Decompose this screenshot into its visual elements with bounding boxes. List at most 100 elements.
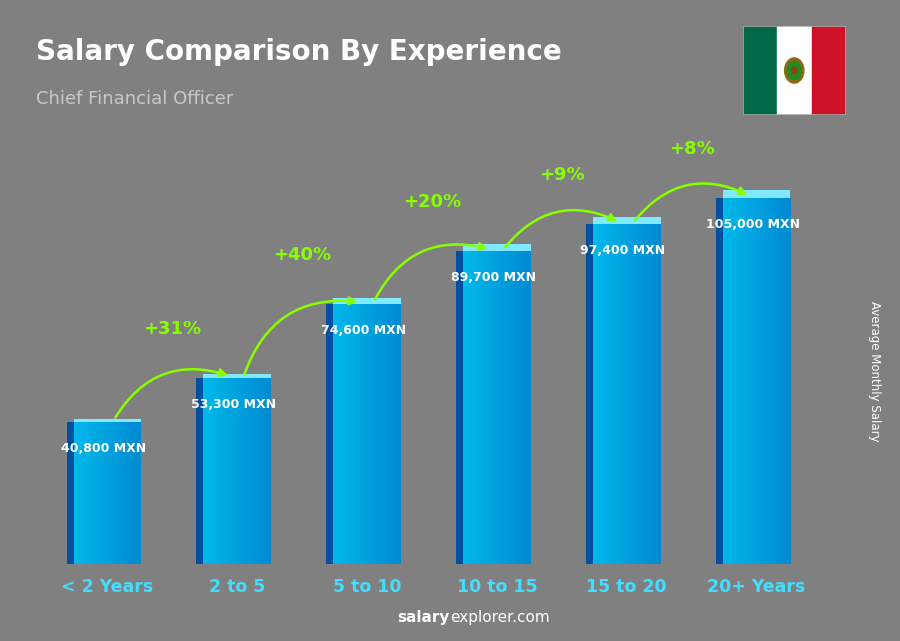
Bar [109, 422, 110, 564]
Bar [733, 198, 734, 564]
Bar [252, 378, 253, 564]
Bar [87, 422, 88, 564]
Bar [136, 422, 137, 564]
Bar [620, 224, 621, 564]
Bar [626, 224, 627, 564]
Bar [762, 198, 763, 564]
Bar [464, 244, 531, 251]
Bar [611, 224, 612, 564]
Bar [642, 224, 643, 564]
Bar [779, 198, 780, 564]
Bar [500, 251, 501, 564]
Bar [390, 304, 391, 564]
Bar [82, 422, 83, 564]
Bar [79, 422, 81, 564]
Bar [346, 304, 348, 564]
Bar [222, 378, 224, 564]
Bar [374, 304, 375, 564]
Bar [248, 378, 250, 564]
Text: 89,700 MXN: 89,700 MXN [451, 271, 536, 285]
Bar [595, 224, 597, 564]
Bar [514, 251, 515, 564]
Bar [261, 378, 262, 564]
Bar [134, 422, 136, 564]
Bar [123, 422, 124, 564]
Bar [350, 304, 352, 564]
Bar [342, 304, 344, 564]
Bar [114, 422, 115, 564]
Bar [778, 198, 779, 564]
Bar [245, 378, 247, 564]
Bar [622, 224, 624, 564]
Bar [716, 198, 723, 564]
Bar [129, 422, 130, 564]
Bar [132, 422, 133, 564]
Bar [777, 26, 812, 115]
Bar [349, 304, 350, 564]
Bar [386, 304, 388, 564]
Bar [102, 422, 104, 564]
Bar [505, 251, 506, 564]
Bar [657, 224, 659, 564]
Bar [121, 422, 122, 564]
Bar [731, 198, 732, 564]
Bar [221, 378, 223, 564]
Bar [726, 198, 727, 564]
Bar [639, 224, 641, 564]
Bar [475, 251, 477, 564]
Bar [473, 251, 474, 564]
Bar [367, 304, 368, 564]
Bar [368, 304, 370, 564]
Bar [653, 224, 655, 564]
Bar [776, 198, 777, 564]
Bar [608, 224, 610, 564]
Bar [586, 224, 593, 564]
Bar [76, 422, 77, 564]
Bar [115, 422, 117, 564]
Bar [207, 378, 208, 564]
Bar [515, 251, 517, 564]
Bar [652, 224, 654, 564]
Text: +8%: +8% [669, 140, 715, 158]
Bar [249, 378, 251, 564]
Bar [529, 251, 531, 564]
Bar [260, 378, 261, 564]
Bar [757, 198, 758, 564]
Bar [492, 251, 494, 564]
Bar [599, 224, 601, 564]
Bar [358, 304, 359, 564]
Bar [116, 422, 118, 564]
Bar [767, 198, 768, 564]
Bar [469, 251, 470, 564]
Bar [389, 304, 390, 564]
Bar [658, 224, 660, 564]
Bar [238, 378, 239, 564]
Bar [728, 198, 730, 564]
Bar [628, 224, 629, 564]
Bar [130, 422, 131, 564]
Bar [225, 378, 226, 564]
Bar [764, 198, 766, 564]
Bar [242, 378, 243, 564]
Bar [525, 251, 526, 564]
Bar [635, 224, 637, 564]
Bar [629, 224, 630, 564]
Bar [217, 378, 219, 564]
Bar [392, 304, 393, 564]
Bar [212, 378, 214, 564]
Bar [372, 304, 373, 564]
Bar [786, 198, 788, 564]
Text: Chief Financial Officer: Chief Financial Officer [36, 90, 233, 108]
Bar [732, 198, 733, 564]
Bar [509, 251, 510, 564]
Bar [604, 224, 606, 564]
Bar [226, 378, 228, 564]
Bar [208, 378, 210, 564]
Bar [75, 422, 76, 564]
Bar [788, 198, 789, 564]
Bar [382, 304, 383, 564]
Bar [482, 251, 483, 564]
Bar [231, 378, 233, 564]
Bar [753, 198, 754, 564]
Bar [110, 422, 111, 564]
